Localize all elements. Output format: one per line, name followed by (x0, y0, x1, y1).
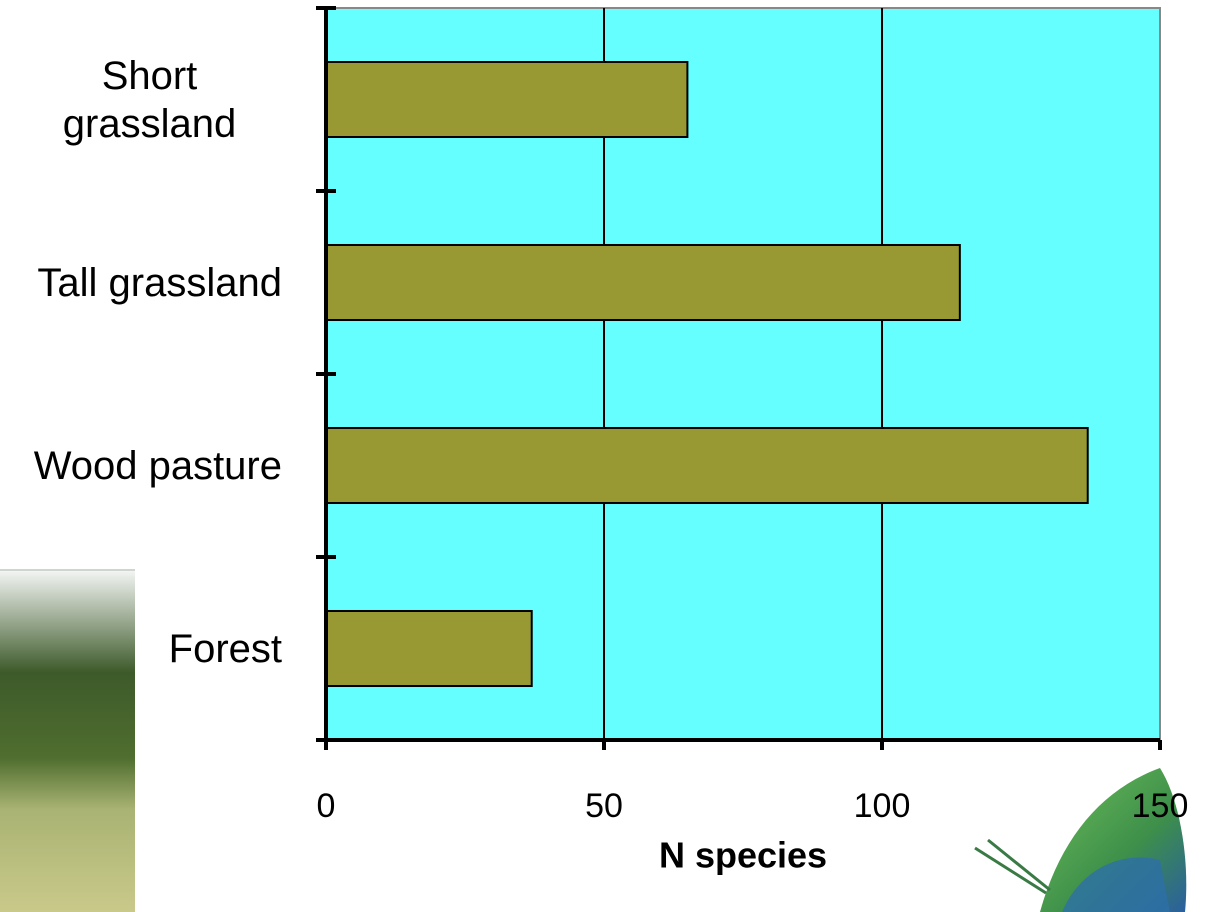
x-axis-title: N species (659, 835, 827, 876)
bar (325, 426, 1089, 505)
y-category: Short grassland (17, 8, 282, 191)
x-tick-label: 150 (1132, 787, 1189, 825)
butterfly-body (1062, 857, 1170, 912)
plot: 0 50 100 150 (316, 6, 1189, 825)
x-tick-label: 0 (317, 787, 336, 825)
y-category: Tall grassland (37, 191, 282, 374)
y-category: Forest (169, 557, 282, 740)
y-tick-label: Short grassland (62, 53, 237, 146)
y-tick-label: Forest (168, 626, 282, 671)
y-tick-label: Tall grassland (37, 260, 282, 305)
y-category: Wood pasture (34, 374, 282, 557)
x-tick-label: 50 (585, 787, 623, 825)
butterfly-antenna (974, 838, 1051, 895)
bar (325, 609, 533, 688)
bar (325, 243, 961, 322)
y-tick-label: Wood pasture (33, 443, 282, 488)
bar (325, 60, 689, 139)
x-tick-label: 100 (854, 787, 911, 825)
photo (0, 570, 135, 912)
